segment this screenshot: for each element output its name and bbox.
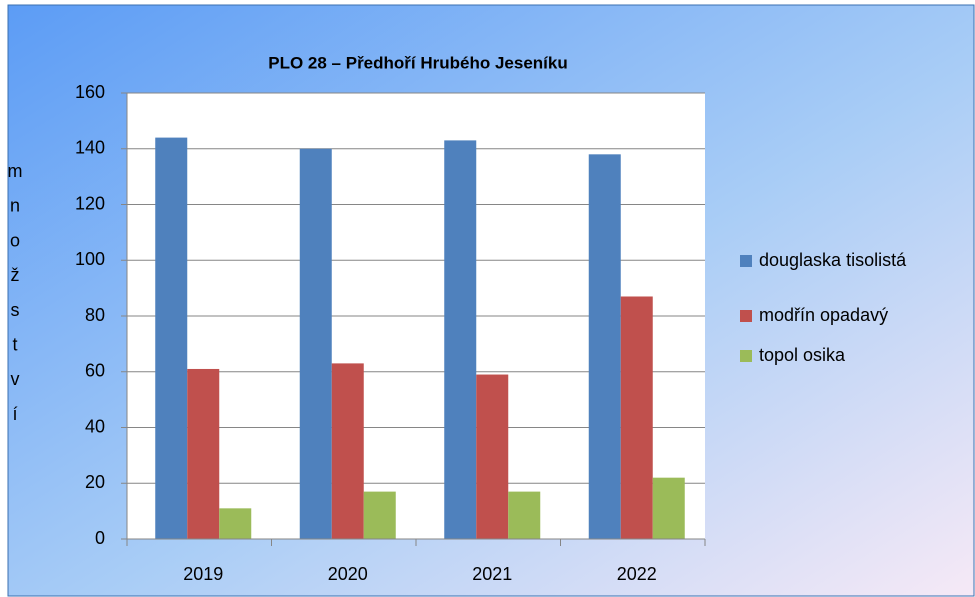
x-tick-label: 2020	[328, 564, 368, 584]
bar	[444, 140, 477, 539]
x-tick-label: 2022	[617, 564, 657, 584]
bar	[476, 374, 509, 539]
y-tick-label: 80	[85, 305, 105, 325]
legend-label: douglaska tisolistá	[759, 250, 907, 270]
legend-label: topol osika	[759, 345, 846, 365]
y-tick-label: 160	[75, 82, 105, 102]
legend-swatch	[740, 350, 752, 362]
bar	[219, 508, 252, 539]
bar	[155, 137, 188, 539]
y-tick-label: 0	[95, 528, 105, 548]
y-tick-label: 100	[75, 249, 105, 269]
legend-swatch	[740, 310, 752, 322]
chart-title: PLO 28 – Předhoří Hrubého Jeseníku	[268, 53, 567, 72]
y-tick-label: 140	[75, 138, 105, 158]
y-tick-label: 20	[85, 472, 105, 492]
bar	[620, 296, 653, 539]
y-tick-label: 120	[75, 193, 105, 213]
bar	[508, 491, 541, 539]
y-tick-label: 40	[85, 416, 105, 436]
x-tick-label: 2019	[183, 564, 223, 584]
x-tick-label: 2021	[472, 564, 512, 584]
bar	[331, 363, 364, 539]
bar	[363, 491, 396, 539]
bar	[588, 154, 621, 539]
bar	[187, 368, 220, 539]
y-tick-label: 60	[85, 361, 105, 381]
legend-swatch	[740, 255, 752, 267]
legend-label: modřín opadavý	[759, 305, 888, 325]
bar	[299, 148, 332, 539]
bar	[652, 477, 685, 539]
